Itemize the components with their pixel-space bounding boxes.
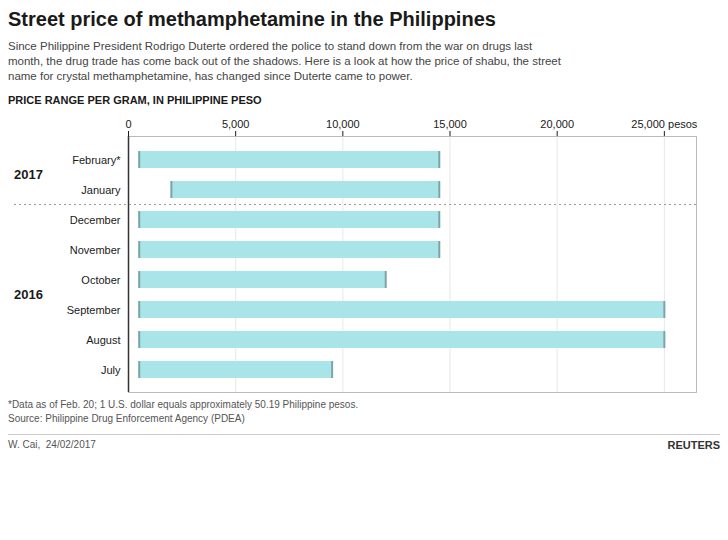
svg-text:25,000 pesos: 25,000 pesos bbox=[631, 118, 698, 130]
html-text:Street price of methamphetamin: Street price of methamphetamine in the P… bbox=[8, 8, 496, 30]
svg-text:December: December bbox=[70, 214, 121, 226]
html-text:month, the drug trade has come: month, the drug trade has come back out … bbox=[8, 55, 561, 67]
svg-text:August: August bbox=[86, 334, 120, 346]
svg-text:5,000: 5,000 bbox=[222, 118, 250, 130]
svg-text:October: October bbox=[81, 274, 120, 286]
html-text:Since Philippine President Rod: Since Philippine President Rodrigo Duter… bbox=[8, 40, 533, 52]
html-text:REUTERS: REUTERS bbox=[667, 439, 720, 451]
svg-text:November: November bbox=[70, 244, 121, 256]
svg-text:20,000: 20,000 bbox=[540, 118, 574, 130]
svg-text:September: September bbox=[67, 304, 121, 316]
svg-text:2016: 2016 bbox=[14, 287, 43, 302]
svg-text:July: July bbox=[101, 364, 121, 376]
svg-text:0: 0 bbox=[125, 118, 131, 130]
svg-text:February*: February* bbox=[72, 154, 121, 166]
html-text:W. Cai, 24/02/2017: W. Cai, 24/02/2017 bbox=[8, 439, 96, 450]
svg-text:15,000: 15,000 bbox=[433, 118, 467, 130]
html-text:Source: Philippine Drug Enforc: Source: Philippine Drug Enforcement Agen… bbox=[8, 413, 245, 424]
svg-text:2017: 2017 bbox=[14, 167, 43, 182]
svg-text:10,000: 10,000 bbox=[326, 118, 360, 130]
html-text:*Data as of Feb. 20; 1 U.S. do: *Data as of Feb. 20; 1 U.S. dollar equal… bbox=[8, 399, 359, 410]
html-text:name for crystal methamphetami: name for crystal methamphetamine, has ch… bbox=[8, 70, 413, 82]
html-text:PRICE RANGE PER GRAM, IN PHILI: PRICE RANGE PER GRAM, IN PHILIPPINE PESO bbox=[8, 94, 262, 106]
svg-text:January: January bbox=[81, 184, 121, 196]
